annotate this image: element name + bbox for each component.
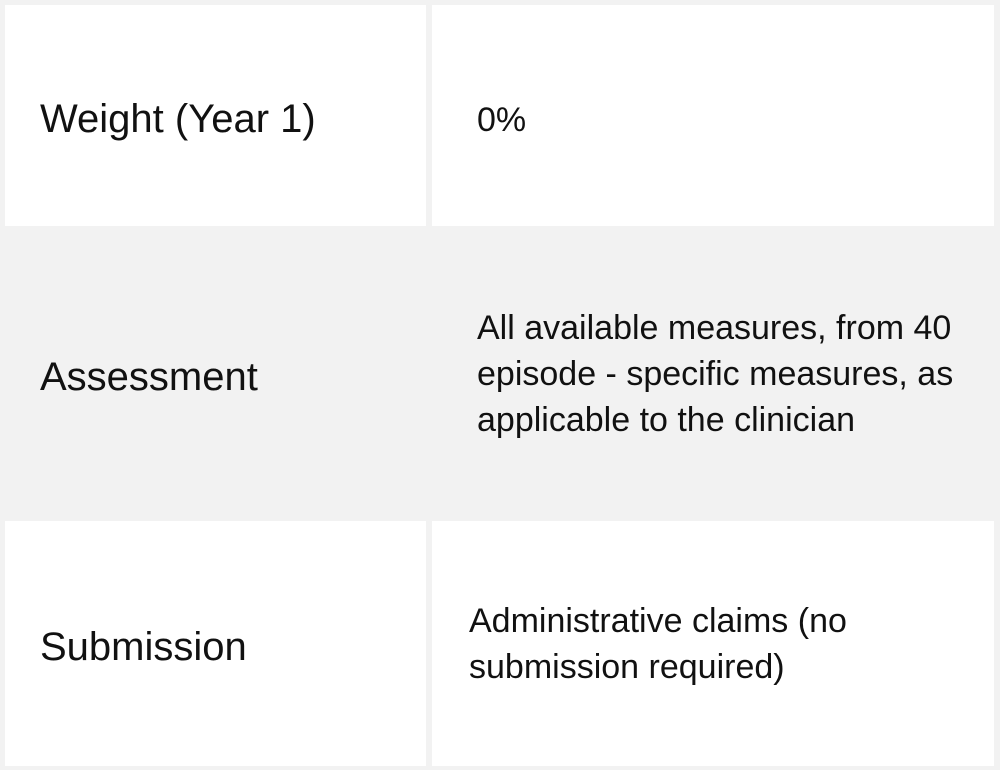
row-value: 0% — [477, 100, 527, 139]
row-label: Submission — [40, 624, 247, 669]
row-label-cell: Assessment — [5, 228, 426, 520]
row-value: All available measures, from 40 episode … — [477, 309, 954, 439]
row-value-cell: 0% — [432, 5, 994, 226]
row-label: Assessment — [40, 355, 258, 399]
row-label-cell: Submission — [5, 521, 426, 766]
table-row-weight: Weight (Year 1) 0% — [0, 0, 1000, 228]
row-value: Administrative claims (no submission req… — [469, 601, 847, 686]
table-row-submission: Submission Administrative claims (no sub… — [0, 520, 1000, 770]
row-value-cell: All available measures, from 40 episode … — [432, 228, 994, 520]
table-row-assessment: Assessment All available measures, from … — [0, 228, 1000, 520]
row-value-cell: Administrative claims (no submission req… — [432, 521, 994, 766]
row-label: Weight (Year 1) — [40, 96, 316, 141]
row-label-cell: Weight (Year 1) — [5, 5, 426, 226]
